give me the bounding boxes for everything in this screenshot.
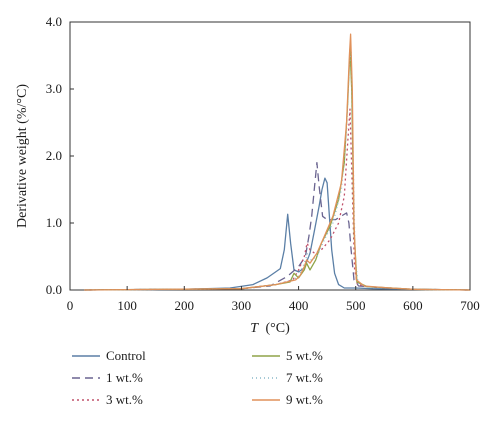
plot-frame bbox=[69, 21, 471, 291]
x-tick-label: 0 bbox=[67, 298, 74, 313]
series-line-3 bbox=[84, 108, 471, 291]
legend-label: 7 wt.% bbox=[286, 370, 323, 385]
legend-label: Control bbox=[106, 348, 146, 363]
x-axis-variable: T bbox=[250, 321, 259, 336]
y-tick-label: 2.0 bbox=[46, 148, 62, 163]
x-tick-label: 600 bbox=[403, 298, 423, 313]
series-line-1 bbox=[84, 177, 471, 291]
x-tick-label: 200 bbox=[175, 298, 195, 313]
series-layer bbox=[84, 33, 471, 291]
x-tick-label: 100 bbox=[117, 298, 137, 313]
x-tick-label: 300 bbox=[232, 298, 252, 313]
legend-label: 3 wt.% bbox=[106, 392, 143, 407]
x-tick-label: 700 bbox=[460, 298, 480, 313]
x-axis: 0 100 200 300 400 500 600 700 bbox=[67, 286, 480, 313]
y-axis-title: Derivative weight (%/°C) bbox=[15, 84, 30, 228]
y-axis: 0.0 1.0 2.0 3.0 4.0 bbox=[46, 14, 74, 297]
legend-label: 9 wt.% bbox=[286, 392, 323, 407]
legend-label: 5 wt.% bbox=[286, 348, 323, 363]
y-tick-label: 0.0 bbox=[46, 282, 62, 297]
plot-area bbox=[69, 21, 471, 291]
legend: Control 1 wt.% 3 wt.% 5 wt.% 7 wt.% 9 wt.% bbox=[72, 348, 323, 407]
x-axis-title: T (°C) bbox=[250, 321, 290, 336]
series-line-2 bbox=[84, 162, 471, 291]
x-axis-unit: (°C) bbox=[266, 321, 291, 336]
series-line-6 bbox=[84, 33, 471, 291]
y-tick-label: 1.0 bbox=[46, 215, 62, 230]
x-tick-label: 400 bbox=[289, 298, 309, 313]
legend-label: 1 wt.% bbox=[106, 370, 143, 385]
x-tick-label: 500 bbox=[346, 298, 366, 313]
series-line-5 bbox=[84, 51, 471, 291]
y-tick-label: 3.0 bbox=[46, 81, 62, 96]
y-tick-label: 4.0 bbox=[46, 14, 62, 29]
series-line-4 bbox=[84, 48, 471, 291]
